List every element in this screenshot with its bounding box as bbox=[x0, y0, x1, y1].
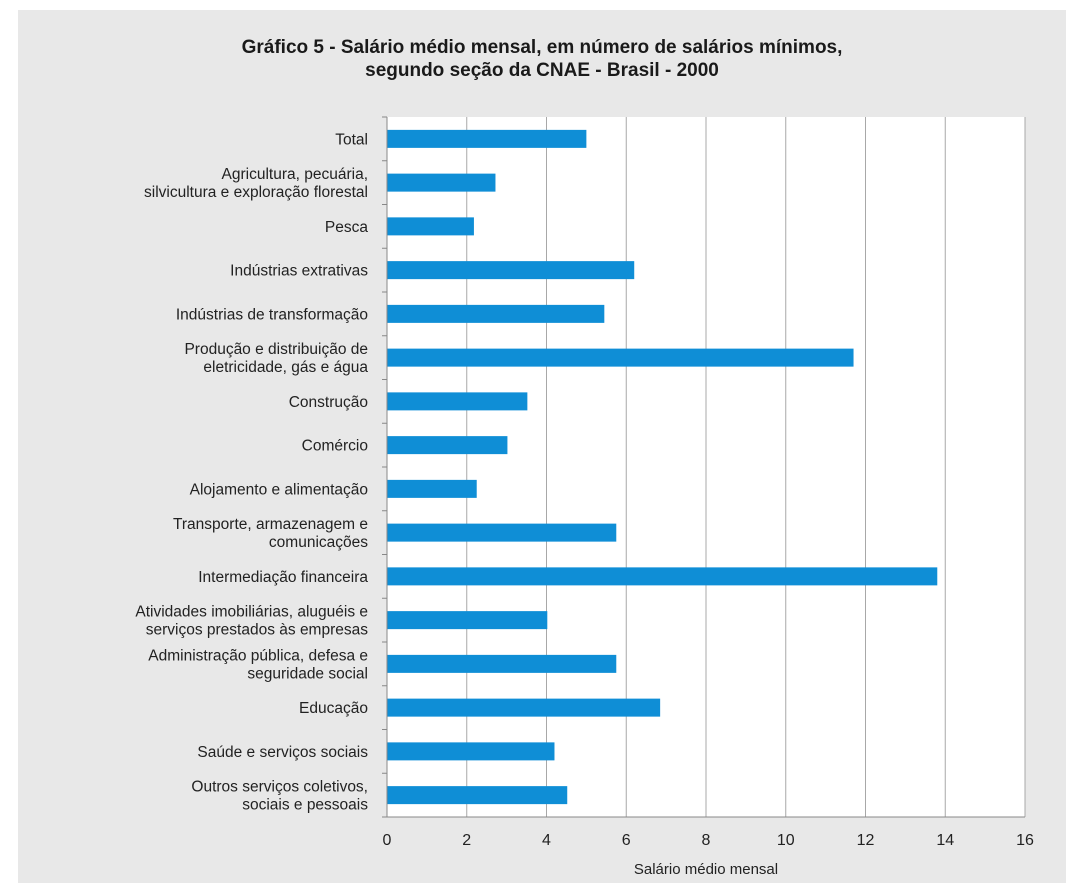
bar bbox=[387, 567, 938, 586]
category-label: Total bbox=[335, 131, 368, 148]
category-label-line: Produção e distribuição de bbox=[184, 341, 368, 358]
x-tick-label: 16 bbox=[1016, 832, 1034, 849]
x-tick-label: 12 bbox=[857, 832, 875, 849]
bar bbox=[387, 129, 587, 148]
bar bbox=[387, 698, 661, 717]
category-label: Construção bbox=[289, 394, 368, 411]
category-label-line: Outros serviços coletivos, bbox=[191, 779, 368, 796]
category-label-line: silvicultura e exploração florestal bbox=[144, 184, 368, 201]
category-label-line: Pesca bbox=[325, 219, 368, 236]
x-tick-label: 8 bbox=[702, 832, 711, 849]
category-label: Pesca bbox=[325, 219, 368, 236]
category-label-line: Intermediação financeira bbox=[198, 569, 368, 586]
category-label-line: Construção bbox=[289, 394, 368, 411]
category-label: Comércio bbox=[302, 438, 368, 455]
bar bbox=[387, 261, 635, 280]
category-label: Produção e distribuição de eletricidade, … bbox=[184, 341, 368, 376]
category-label: Atividades imobiliárias, aluguéis e servi… bbox=[135, 604, 368, 639]
category-label-line: comunicações bbox=[269, 534, 368, 551]
bar bbox=[387, 611, 548, 630]
category-label-line: Total bbox=[335, 131, 368, 148]
category-label-line: Agricultura, pecuária, bbox=[222, 166, 368, 183]
bar bbox=[387, 304, 605, 323]
category-label-line: serviços prestados às empresas bbox=[146, 622, 369, 639]
bar bbox=[387, 523, 617, 542]
category-label: Outros serviços coletivos, sociais e pess… bbox=[191, 779, 368, 814]
x-tick-label: 2 bbox=[462, 832, 471, 849]
category-label: Alojamento e alimentação bbox=[190, 481, 368, 498]
x-tick-label: 10 bbox=[777, 832, 795, 849]
category-label: Agricultura, pecuária, silvicultura e exp… bbox=[144, 166, 368, 201]
chart-title: Gráfico 5 - Salário médio mensal, em núm… bbox=[18, 36, 1066, 82]
category-label-line: Indústrias extrativas bbox=[230, 263, 368, 280]
category-label-line: Transporte, armazenagem e bbox=[173, 516, 368, 533]
chart-title-line-1: Gráfico 5 - Salário médio mensal, em núm… bbox=[241, 37, 843, 58]
category-label-line: Alojamento e alimentação bbox=[190, 481, 368, 498]
category-label: Indústrias extrativas bbox=[230, 263, 368, 280]
chart-title-line-2: segundo seção da CNAE - Brasil - 2000 bbox=[365, 60, 719, 81]
category-label: Indústrias de transformação bbox=[176, 306, 368, 323]
x-tick-label: 4 bbox=[542, 832, 551, 849]
category-label-line: Comércio bbox=[302, 438, 368, 455]
category-label: Saúde e serviços sociais bbox=[197, 744, 368, 761]
category-label: Intermediação financeira bbox=[198, 569, 368, 586]
bar bbox=[387, 436, 508, 455]
category-label-line: Administração pública, defesa e bbox=[148, 647, 368, 664]
x-tick-label: 0 bbox=[383, 832, 392, 849]
bar bbox=[387, 742, 555, 761]
category-label-line: seguridade social bbox=[247, 665, 368, 682]
category-label-line: Educação bbox=[299, 700, 368, 717]
bar bbox=[387, 217, 474, 236]
bar bbox=[387, 173, 496, 192]
bar bbox=[387, 392, 528, 411]
category-label: Transporte, armazenagem e comunicações bbox=[173, 516, 368, 551]
bar bbox=[387, 654, 617, 673]
category-label-line: Indústrias de transformação bbox=[176, 306, 368, 323]
category-label: Administração pública, defesa e seguridad… bbox=[148, 647, 368, 682]
category-label-line: eletricidade, gás e água bbox=[203, 359, 368, 376]
bar bbox=[387, 786, 568, 805]
x-axis-title: Salário médio mensal bbox=[634, 861, 778, 878]
category-label-line: sociais e pessoais bbox=[242, 797, 368, 814]
bar bbox=[387, 479, 477, 498]
category-label-line: Saúde e serviços sociais bbox=[197, 744, 368, 761]
bar bbox=[387, 348, 854, 367]
x-tick-label: 14 bbox=[936, 832, 954, 849]
x-tick-label: 6 bbox=[622, 832, 631, 849]
category-label-line: Atividades imobiliárias, aluguéis e bbox=[135, 604, 368, 621]
category-label: Educação bbox=[299, 700, 368, 717]
